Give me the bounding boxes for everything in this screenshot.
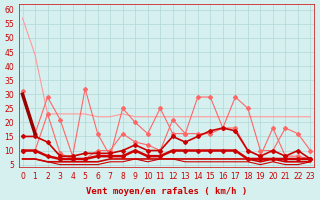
X-axis label: Vent moyen/en rafales ( km/h ): Vent moyen/en rafales ( km/h ) <box>86 187 247 196</box>
